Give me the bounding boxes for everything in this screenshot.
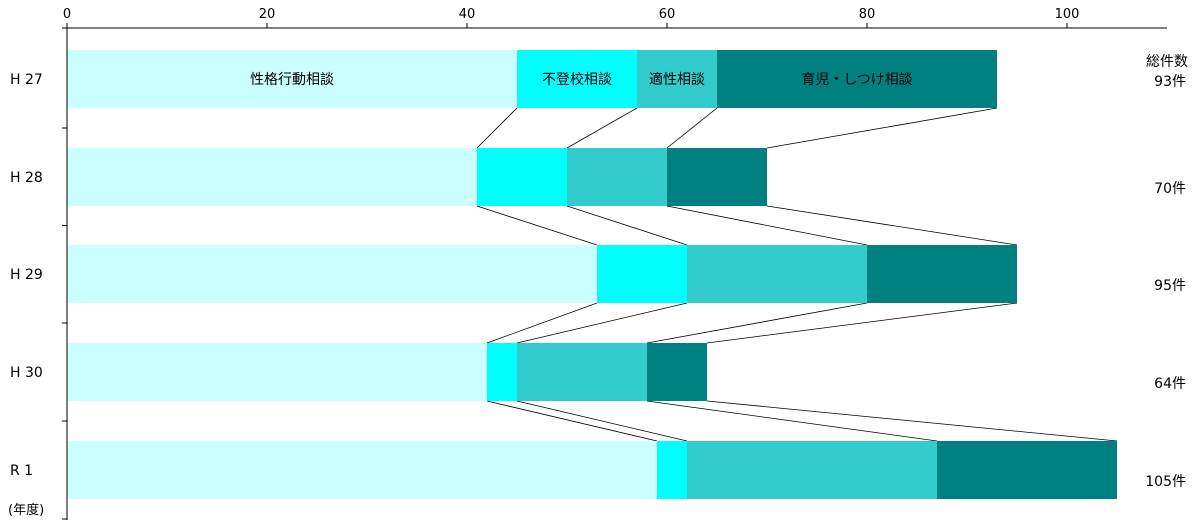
category-label: H 28 bbox=[10, 170, 43, 186]
totals-header: 総件数 bbox=[1146, 54, 1188, 70]
axes-layer: 0 20 40 60 80 100 bbox=[62, 7, 1167, 520]
series-connector-line bbox=[516, 400, 688, 442]
series-connector-line bbox=[486, 302, 598, 344]
category-label: H 30 bbox=[10, 365, 43, 381]
bar-segment bbox=[647, 343, 707, 401]
bar-segment bbox=[667, 148, 767, 206]
bar-segment bbox=[517, 50, 637, 108]
bar-segment bbox=[67, 148, 477, 206]
year-unit-label: (年度) bbox=[8, 502, 44, 518]
bar-segment bbox=[477, 148, 567, 206]
series-connector-line bbox=[666, 107, 718, 149]
x-tick-label: 100 bbox=[1055, 7, 1080, 22]
total-label: 93件 bbox=[1154, 74, 1186, 90]
bar-segment bbox=[517, 343, 647, 401]
series-connector-lines bbox=[476, 107, 1118, 442]
series-connector-line bbox=[566, 107, 638, 149]
bar-segment bbox=[867, 245, 1017, 303]
bar-segment bbox=[67, 343, 487, 401]
labels-layer: 性格行動相談 不登校相談 適性相談 育児・しつけ相談 H 27 H 28 H 29 H 30 R… bbox=[8, 54, 1188, 518]
x-tick-label: 0 bbox=[63, 7, 71, 22]
series-label: 不登校相談 bbox=[542, 71, 612, 88]
bar-segment bbox=[597, 245, 687, 303]
total-label: 70件 bbox=[1154, 181, 1186, 197]
series-connector-line bbox=[646, 400, 938, 442]
category-label: H 27 bbox=[10, 72, 43, 88]
series-connector-line bbox=[766, 205, 1018, 246]
bar-segment bbox=[717, 50, 997, 108]
bar-segment bbox=[567, 148, 667, 206]
bar-segment bbox=[637, 50, 717, 108]
x-tick-label: 40 bbox=[459, 7, 476, 22]
total-label: 95件 bbox=[1154, 278, 1186, 294]
series-connector-line bbox=[666, 205, 868, 246]
series-label: 適性相談 bbox=[649, 71, 705, 88]
total-label: 64件 bbox=[1154, 376, 1186, 392]
x-tick-label: 80 bbox=[859, 7, 876, 22]
category-label: R 1 bbox=[10, 463, 33, 479]
bar-segment bbox=[937, 441, 1117, 499]
series-connector-line bbox=[706, 302, 1018, 344]
series-connector-line bbox=[516, 302, 688, 344]
series-connector-line bbox=[706, 400, 1118, 442]
series-label: 性格行動相談 bbox=[250, 72, 334, 88]
x-tick-label: 60 bbox=[659, 7, 676, 22]
series-connector-line bbox=[566, 205, 688, 246]
x-tick-label: 20 bbox=[259, 7, 276, 22]
bar-segment bbox=[67, 245, 597, 303]
bar-segment bbox=[67, 441, 657, 499]
bar-segment bbox=[687, 441, 937, 499]
category-label: H 29 bbox=[10, 267, 43, 283]
bar-segment bbox=[657, 441, 687, 499]
series-connector-line bbox=[766, 107, 998, 149]
series-connector-line bbox=[486, 400, 658, 442]
total-label: 105件 bbox=[1145, 474, 1186, 490]
bar-segment bbox=[687, 245, 867, 303]
series-connector-line bbox=[476, 205, 598, 246]
series-connector-line bbox=[476, 107, 518, 149]
series-connector-line bbox=[646, 302, 868, 344]
series-label: 育児・しつけ相談 bbox=[801, 72, 912, 88]
bars-layer bbox=[67, 50, 1117, 499]
bar-segment bbox=[487, 343, 517, 401]
bar-segment bbox=[67, 50, 517, 108]
